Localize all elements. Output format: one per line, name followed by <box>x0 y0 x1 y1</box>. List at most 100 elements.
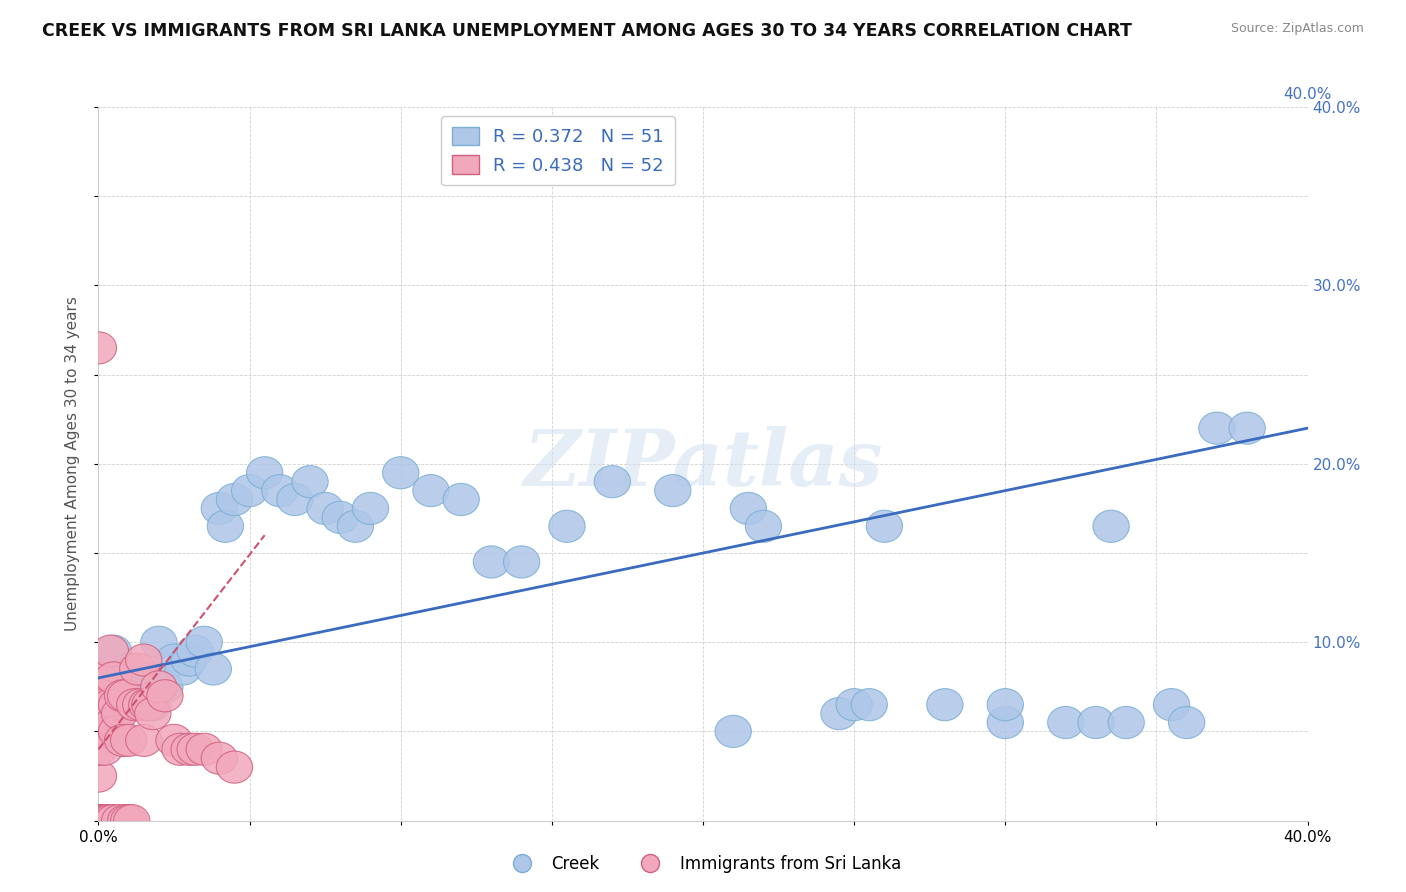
Ellipse shape <box>83 680 120 712</box>
Ellipse shape <box>101 805 138 837</box>
Ellipse shape <box>655 475 690 507</box>
Ellipse shape <box>195 653 232 685</box>
Ellipse shape <box>716 715 751 747</box>
Ellipse shape <box>927 689 963 721</box>
Ellipse shape <box>217 483 253 516</box>
Ellipse shape <box>132 689 167 721</box>
Ellipse shape <box>745 510 782 542</box>
Ellipse shape <box>232 475 267 507</box>
Ellipse shape <box>1092 510 1129 542</box>
Text: ZIPatlas: ZIPatlas <box>523 425 883 502</box>
Ellipse shape <box>80 332 117 364</box>
Ellipse shape <box>96 706 132 739</box>
Ellipse shape <box>165 653 201 685</box>
Ellipse shape <box>117 689 153 721</box>
Text: CREEK VS IMMIGRANTS FROM SRI LANKA UNEMPLOYMENT AMONG AGES 30 TO 34 YEARS CORREL: CREEK VS IMMIGRANTS FROM SRI LANKA UNEMP… <box>42 22 1132 40</box>
Ellipse shape <box>96 635 132 667</box>
Ellipse shape <box>86 689 122 721</box>
Ellipse shape <box>503 546 540 578</box>
Ellipse shape <box>837 689 872 721</box>
Ellipse shape <box>595 466 630 498</box>
Ellipse shape <box>217 751 253 783</box>
Ellipse shape <box>1047 706 1084 739</box>
Y-axis label: Unemployment Among Ages 30 to 34 years: Unemployment Among Ages 30 to 34 years <box>65 296 80 632</box>
Ellipse shape <box>866 510 903 542</box>
Ellipse shape <box>246 457 283 489</box>
Ellipse shape <box>1108 706 1144 739</box>
Ellipse shape <box>146 671 183 703</box>
Ellipse shape <box>201 492 238 524</box>
Ellipse shape <box>186 626 222 658</box>
Ellipse shape <box>107 680 143 712</box>
Ellipse shape <box>821 698 858 730</box>
Ellipse shape <box>80 698 117 730</box>
Ellipse shape <box>101 698 138 730</box>
Ellipse shape <box>337 510 374 542</box>
Ellipse shape <box>98 689 135 721</box>
Ellipse shape <box>141 626 177 658</box>
Ellipse shape <box>1199 412 1234 444</box>
Ellipse shape <box>80 805 117 837</box>
Ellipse shape <box>80 724 117 756</box>
Ellipse shape <box>122 689 159 721</box>
Ellipse shape <box>177 733 214 765</box>
Ellipse shape <box>80 662 117 694</box>
Ellipse shape <box>987 689 1024 721</box>
Text: Source: ZipAtlas.com: Source: ZipAtlas.com <box>1230 22 1364 36</box>
Ellipse shape <box>86 715 122 747</box>
Ellipse shape <box>135 689 172 721</box>
Ellipse shape <box>90 805 125 837</box>
Ellipse shape <box>104 680 141 712</box>
Ellipse shape <box>277 483 314 516</box>
Ellipse shape <box>730 492 766 524</box>
Ellipse shape <box>307 492 343 524</box>
Ellipse shape <box>86 733 122 765</box>
Legend: Creek, Immigrants from Sri Lanka: Creek, Immigrants from Sri Lanka <box>498 848 908 880</box>
Ellipse shape <box>186 733 222 765</box>
Ellipse shape <box>141 671 177 703</box>
Ellipse shape <box>90 805 125 837</box>
Ellipse shape <box>111 805 146 837</box>
Ellipse shape <box>1168 706 1205 739</box>
Ellipse shape <box>851 689 887 721</box>
Ellipse shape <box>1229 412 1265 444</box>
Ellipse shape <box>413 475 449 507</box>
Ellipse shape <box>114 805 150 837</box>
Ellipse shape <box>125 724 162 756</box>
Ellipse shape <box>474 546 509 578</box>
Ellipse shape <box>93 689 129 721</box>
Ellipse shape <box>93 635 129 667</box>
Ellipse shape <box>80 805 117 837</box>
Ellipse shape <box>83 805 120 837</box>
Ellipse shape <box>156 644 193 676</box>
Ellipse shape <box>172 733 207 765</box>
Ellipse shape <box>292 466 328 498</box>
Ellipse shape <box>382 457 419 489</box>
Ellipse shape <box>146 680 183 712</box>
Ellipse shape <box>80 760 117 792</box>
Ellipse shape <box>80 706 117 739</box>
Legend: R = 0.372   N = 51, R = 0.438   N = 52: R = 0.372 N = 51, R = 0.438 N = 52 <box>441 116 675 186</box>
Ellipse shape <box>162 733 198 765</box>
Ellipse shape <box>111 653 146 685</box>
Ellipse shape <box>156 724 193 756</box>
Ellipse shape <box>125 644 162 676</box>
Ellipse shape <box>201 742 238 774</box>
Ellipse shape <box>443 483 479 516</box>
Ellipse shape <box>86 805 122 837</box>
Ellipse shape <box>117 680 153 712</box>
Ellipse shape <box>322 501 359 533</box>
Ellipse shape <box>111 724 146 756</box>
Ellipse shape <box>107 805 143 837</box>
Ellipse shape <box>120 653 156 685</box>
Ellipse shape <box>96 805 132 837</box>
Ellipse shape <box>177 635 214 667</box>
Ellipse shape <box>353 492 388 524</box>
Ellipse shape <box>104 724 141 756</box>
Ellipse shape <box>207 510 243 542</box>
Ellipse shape <box>80 733 117 765</box>
Ellipse shape <box>1078 706 1114 739</box>
Ellipse shape <box>172 644 207 676</box>
Ellipse shape <box>98 715 135 747</box>
Ellipse shape <box>96 662 132 694</box>
